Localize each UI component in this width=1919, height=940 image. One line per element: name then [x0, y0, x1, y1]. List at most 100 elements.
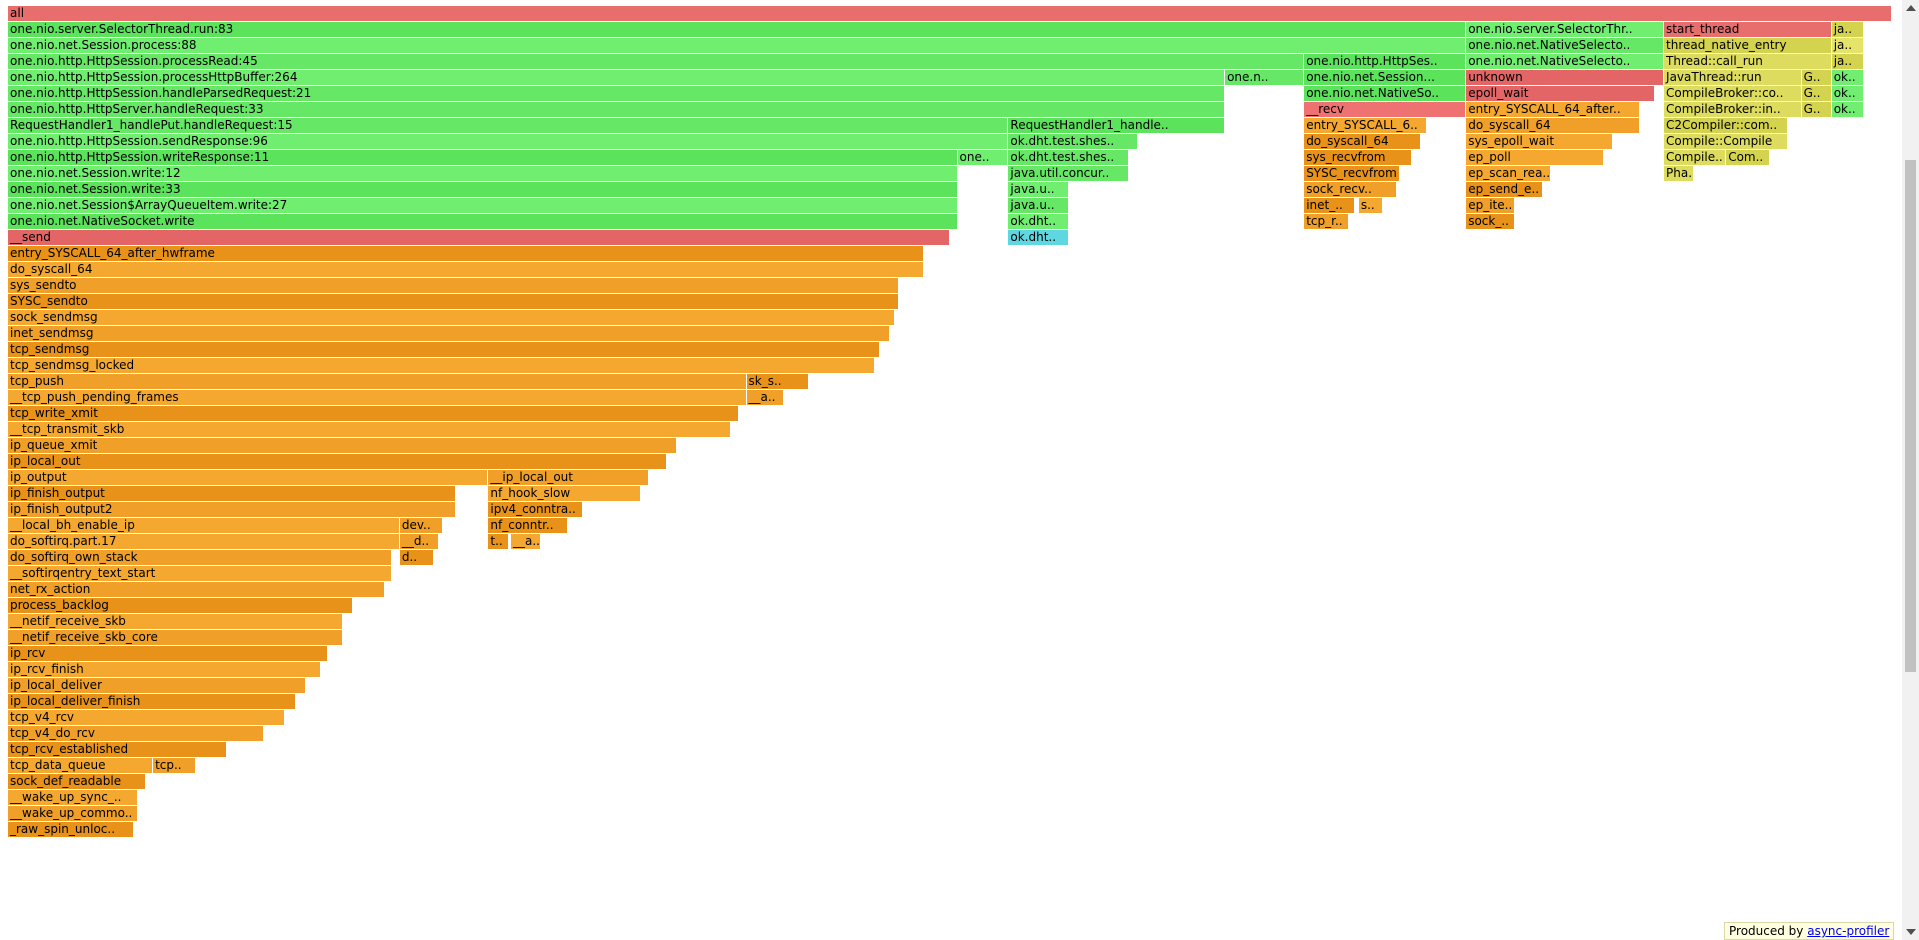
- flame-frame[interactable]: ip_queue_xmit: [8, 438, 676, 453]
- flame-frame[interactable]: one.nio.http.HttpSes..: [1304, 54, 1466, 69]
- flame-frame[interactable]: __tcp_transmit_skb: [8, 422, 731, 437]
- flame-frame[interactable]: sock_..: [1466, 214, 1515, 229]
- flame-frame[interactable]: ip_rcv_finish: [8, 662, 320, 677]
- flame-frame[interactable]: d..: [399, 550, 433, 565]
- flame-frame[interactable]: ipv4_conntra..: [488, 502, 582, 517]
- flame-frame[interactable]: ip_local_deliver: [8, 678, 305, 693]
- flame-frame[interactable]: one.nio.net.NativeSo..: [1304, 86, 1466, 101]
- flame-frame[interactable]: ja..: [1831, 22, 1863, 37]
- flame-frame[interactable]: sys_recvfrom: [1304, 150, 1411, 165]
- flame-frame[interactable]: ok.dht..: [1008, 214, 1068, 229]
- flame-frame[interactable]: ok..: [1831, 70, 1863, 85]
- flame-frame[interactable]: ip_rcv: [8, 646, 328, 661]
- flame-frame[interactable]: t..: [488, 534, 509, 549]
- flame-frame[interactable]: java.util.concur..: [1008, 166, 1128, 181]
- flame-frame[interactable]: ip_output: [8, 470, 488, 485]
- flame-frame[interactable]: tcp..: [153, 758, 196, 773]
- async-profiler-link[interactable]: async-profiler: [1807, 924, 1890, 938]
- flame-frame[interactable]: one.nio.net.Session.process:88: [8, 38, 1466, 53]
- flame-frame[interactable]: one.nio.net.Session...: [1304, 70, 1466, 85]
- flame-frame[interactable]: tcp_sendmsg: [8, 342, 880, 357]
- flame-frame[interactable]: all: [8, 6, 1891, 21]
- flame-frame[interactable]: __netif_receive_skb_core: [8, 630, 343, 645]
- flame-frame[interactable]: __a..: [746, 390, 784, 405]
- flame-frame[interactable]: sock_def_readable: [8, 774, 145, 789]
- flame-frame[interactable]: ep_poll: [1466, 150, 1603, 165]
- flame-frame[interactable]: one.nio.net.Session.write:33: [8, 182, 957, 197]
- flame-frame[interactable]: ja..: [1831, 38, 1863, 53]
- flame-frame[interactable]: __send: [8, 230, 949, 245]
- flame-frame[interactable]: ip_local_deliver_finish: [8, 694, 296, 709]
- flame-frame[interactable]: one.nio.server.SelectorThr..: [1466, 22, 1664, 37]
- flame-frame[interactable]: entry_SYSCALL_64_after_hwframe: [8, 246, 923, 261]
- flame-frame[interactable]: tcp_data_queue: [8, 758, 153, 773]
- vertical-scrollbar[interactable]: [1902, 0, 1919, 940]
- flame-frame[interactable]: one.nio.net.Session$ArrayQueueItem.write…: [8, 198, 957, 213]
- flame-frame[interactable]: nf_hook_slow: [488, 486, 640, 501]
- flame-frame[interactable]: __a..: [511, 534, 541, 549]
- flame-frame[interactable]: thread_native_entry: [1664, 38, 1831, 53]
- flame-frame[interactable]: inet_..: [1304, 198, 1355, 213]
- flame-frame[interactable]: tcp_rcv_established: [8, 742, 226, 757]
- flame-frame[interactable]: net_rx_action: [8, 582, 384, 597]
- flame-frame[interactable]: one..: [957, 150, 1008, 165]
- flame-frame[interactable]: __wake_up_commo..: [8, 806, 137, 821]
- flame-frame[interactable]: ep_scan_rea..: [1466, 166, 1550, 181]
- flame-frame[interactable]: CompileBroker::co..: [1664, 86, 1801, 101]
- flame-frame[interactable]: one.nio.net.NativeSocket.write: [8, 214, 957, 229]
- flame-frame[interactable]: java.u..: [1008, 182, 1068, 197]
- flame-frame[interactable]: do_syscall_64: [1304, 134, 1420, 149]
- flame-frame[interactable]: tcp_r..: [1304, 214, 1349, 229]
- scroll-up-arrow-icon[interactable]: [1906, 5, 1916, 11]
- flame-frame[interactable]: do_softirq.part.17: [8, 534, 399, 549]
- flame-frame[interactable]: one.nio.http.HttpSession.processRead:45: [8, 54, 1304, 69]
- flame-frame[interactable]: epoll_wait: [1466, 86, 1654, 101]
- flame-frame[interactable]: one.nio.http.HttpSession.handleParsedReq…: [8, 86, 1225, 101]
- flame-frame[interactable]: dev..: [399, 518, 443, 533]
- flame-frame[interactable]: one.nio.net.Session.write:12: [8, 166, 957, 181]
- flame-frame[interactable]: one.nio.http.HttpSession.sendResponse:96: [8, 134, 1008, 149]
- flame-frame[interactable]: do_syscall_64: [1466, 118, 1639, 133]
- flame-frame[interactable]: __recv: [1304, 102, 1466, 117]
- flame-frame[interactable]: __tcp_push_pending_frames: [8, 390, 746, 405]
- flame-frame[interactable]: tcp_v4_rcv: [8, 710, 284, 725]
- flame-frame[interactable]: __d..: [399, 534, 439, 549]
- flame-frame[interactable]: tcp_push: [8, 374, 746, 389]
- flame-frame[interactable]: ip_finish_output: [8, 486, 456, 501]
- flame-frame[interactable]: __local_bh_enable_ip: [8, 518, 399, 533]
- flame-frame[interactable]: ok.dht..: [1008, 230, 1068, 245]
- flame-frame[interactable]: sys_epoll_wait: [1466, 134, 1613, 149]
- flame-frame[interactable]: one.nio.server.SelectorThread.run:83: [8, 22, 1466, 37]
- flame-frame[interactable]: __softirqentry_text_start: [8, 566, 392, 581]
- flame-frame[interactable]: ok.dht.test.shes..: [1008, 134, 1138, 149]
- flame-frame[interactable]: ok..: [1831, 102, 1863, 117]
- flame-frame[interactable]: ep_send_e..: [1466, 182, 1543, 197]
- flame-frame[interactable]: entry_SYSCALL_64_after..: [1466, 102, 1639, 117]
- flame-frame[interactable]: sk_s..: [746, 374, 808, 389]
- scroll-thumb[interactable]: [1905, 160, 1916, 672]
- flame-frame[interactable]: ok..: [1831, 86, 1863, 101]
- flame-frame[interactable]: tcp_v4_do_rcv: [8, 726, 264, 741]
- flame-frame[interactable]: ja..: [1831, 54, 1863, 69]
- flame-frame[interactable]: Compile::Compile: [1664, 134, 1788, 149]
- flame-frame[interactable]: process_backlog: [8, 598, 352, 613]
- flame-frame[interactable]: __ip_local_out: [488, 470, 648, 485]
- flame-frame[interactable]: s..: [1358, 198, 1383, 213]
- flame-frame[interactable]: Compile..: [1664, 150, 1726, 165]
- flame-frame[interactable]: Pha..: [1664, 166, 1694, 181]
- flame-frame[interactable]: ep_ite..: [1466, 198, 1515, 213]
- flame-frame[interactable]: Thread::call_run: [1664, 54, 1831, 69]
- flame-frame[interactable]: G..: [1801, 70, 1831, 85]
- flame-frame[interactable]: one.nio.http.HttpServer.handleRequest:33: [8, 102, 1225, 117]
- flame-frame[interactable]: do_syscall_64: [8, 262, 923, 277]
- flame-frame[interactable]: one.nio.http.HttpSession.processHttpBuff…: [8, 70, 1225, 85]
- flame-frame[interactable]: java.u..: [1008, 198, 1068, 213]
- flame-frame[interactable]: SYSC_sendto: [8, 294, 899, 309]
- flame-frame[interactable]: JavaThread::run: [1664, 70, 1801, 85]
- flame-frame[interactable]: ip_finish_output2: [8, 502, 456, 517]
- flame-frame[interactable]: G..: [1801, 86, 1831, 101]
- flame-frame[interactable]: SYSC_recvfrom: [1304, 166, 1400, 181]
- flame-frame[interactable]: one.n..: [1225, 70, 1304, 85]
- flame-frame[interactable]: CompileBroker::in..: [1664, 102, 1801, 117]
- flame-frame[interactable]: ok.dht.test.shes..: [1008, 150, 1128, 165]
